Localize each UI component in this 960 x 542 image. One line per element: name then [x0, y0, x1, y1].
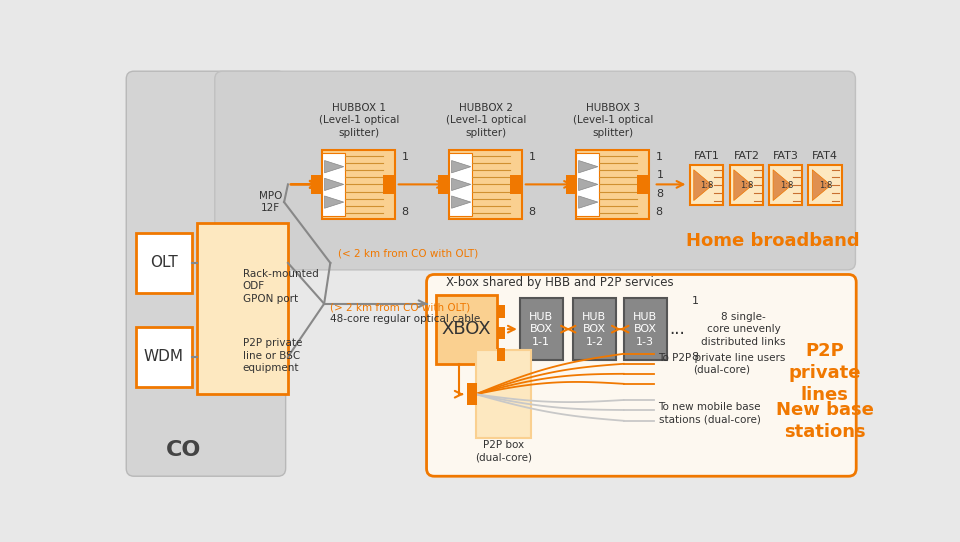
Bar: [808, 165, 842, 205]
Text: 8: 8: [656, 207, 662, 217]
Text: 8: 8: [691, 352, 699, 362]
Bar: [469, 383, 477, 405]
Text: 48-core regular optical cable: 48-core regular optical cable: [330, 314, 481, 324]
Bar: [730, 165, 763, 205]
Bar: [311, 175, 323, 193]
Polygon shape: [579, 160, 598, 173]
Polygon shape: [812, 170, 830, 201]
Polygon shape: [694, 170, 712, 201]
Text: Home broadband: Home broadband: [686, 231, 860, 250]
FancyBboxPatch shape: [215, 71, 855, 270]
Bar: [136, 327, 192, 387]
Text: Rack-mounted
ODF
GPON port: Rack-mounted ODF GPON port: [243, 269, 319, 304]
Text: P2P box
(dual-core): P2P box (dual-core): [475, 441, 532, 463]
Bar: [637, 175, 650, 193]
Text: HUB
BOX
1-1: HUB BOX 1-1: [529, 312, 553, 346]
Polygon shape: [324, 196, 344, 208]
Text: 1:8: 1:8: [701, 180, 714, 190]
FancyBboxPatch shape: [426, 274, 856, 476]
Text: To P2P private line users
(dual-core): To P2P private line users (dual-core): [659, 353, 785, 375]
Text: HUBBOX 1
(Level-1 optical
splitter): HUBBOX 1 (Level-1 optical splitter): [319, 103, 399, 138]
Bar: [769, 165, 803, 205]
Polygon shape: [579, 178, 598, 191]
Text: HUBBOX 3
(Level-1 optical
splitter): HUBBOX 3 (Level-1 optical splitter): [573, 103, 653, 138]
Text: P2P private
line or BSC
equipment: P2P private line or BSC equipment: [243, 338, 301, 373]
Text: FAT4: FAT4: [812, 151, 838, 161]
Bar: [510, 175, 522, 193]
Text: 1: 1: [691, 296, 699, 306]
Text: To new mobile base
stations (dual-core): To new mobile base stations (dual-core): [659, 402, 761, 424]
Bar: [449, 150, 522, 219]
Polygon shape: [324, 178, 344, 191]
Bar: [565, 175, 576, 193]
Text: 1:8: 1:8: [819, 180, 832, 190]
Text: WDM: WDM: [144, 350, 184, 364]
Bar: [323, 150, 396, 219]
Bar: [624, 298, 667, 360]
Text: MPO
12F: MPO 12F: [258, 191, 282, 214]
Text: 8: 8: [657, 189, 663, 199]
Text: 1: 1: [657, 170, 663, 180]
Text: FAT2: FAT2: [733, 151, 759, 161]
Text: 8: 8: [529, 207, 536, 217]
Text: 1: 1: [656, 152, 662, 162]
Polygon shape: [451, 178, 470, 191]
Text: (> 2 km from CO with OLT): (> 2 km from CO with OLT): [330, 302, 470, 313]
Polygon shape: [451, 160, 470, 173]
Bar: [576, 153, 599, 216]
Bar: [439, 175, 449, 193]
Bar: [576, 150, 650, 219]
Text: 1: 1: [529, 152, 536, 162]
Bar: [497, 327, 505, 339]
Text: OLT: OLT: [150, 255, 178, 270]
Polygon shape: [733, 170, 753, 201]
Text: (< 2 km from CO with OLT): (< 2 km from CO with OLT): [338, 249, 478, 259]
Bar: [467, 383, 476, 405]
Bar: [497, 305, 505, 318]
Text: HUB
BOX
1-3: HUB BOX 1-3: [634, 312, 658, 346]
Text: New base
stations: New base stations: [776, 401, 874, 441]
Bar: [519, 298, 563, 360]
Polygon shape: [451, 196, 470, 208]
Text: CO: CO: [166, 440, 202, 460]
Bar: [136, 233, 192, 293]
Bar: [497, 349, 505, 361]
Text: 1:8: 1:8: [780, 180, 793, 190]
Bar: [476, 350, 531, 438]
Text: FAT3: FAT3: [773, 151, 799, 161]
Text: 8 single-
core unevenly
distributed links: 8 single- core unevenly distributed link…: [702, 312, 786, 346]
Text: FAT1: FAT1: [693, 151, 719, 161]
Bar: [383, 175, 396, 193]
Text: 8: 8: [401, 207, 409, 217]
Text: 1:8: 1:8: [740, 180, 754, 190]
Bar: [323, 153, 346, 216]
Bar: [449, 153, 472, 216]
Text: 1: 1: [401, 152, 409, 162]
Bar: [436, 294, 497, 364]
Text: HUBBOX 2
(Level-1 optical
splitter): HUBBOX 2 (Level-1 optical splitter): [445, 103, 526, 138]
Bar: [690, 165, 723, 205]
Bar: [197, 223, 288, 394]
FancyBboxPatch shape: [127, 71, 286, 476]
Text: HUB
BOX
1-2: HUB BOX 1-2: [583, 312, 607, 346]
Text: X-box shared by HBB and P2P services: X-box shared by HBB and P2P services: [446, 276, 674, 289]
Polygon shape: [324, 160, 344, 173]
Text: XBOX: XBOX: [442, 320, 492, 338]
Polygon shape: [579, 196, 598, 208]
Polygon shape: [773, 170, 792, 201]
Text: P2P
private
lines: P2P private lines: [788, 342, 861, 404]
Bar: [573, 298, 616, 360]
Text: ...: ...: [669, 320, 684, 338]
